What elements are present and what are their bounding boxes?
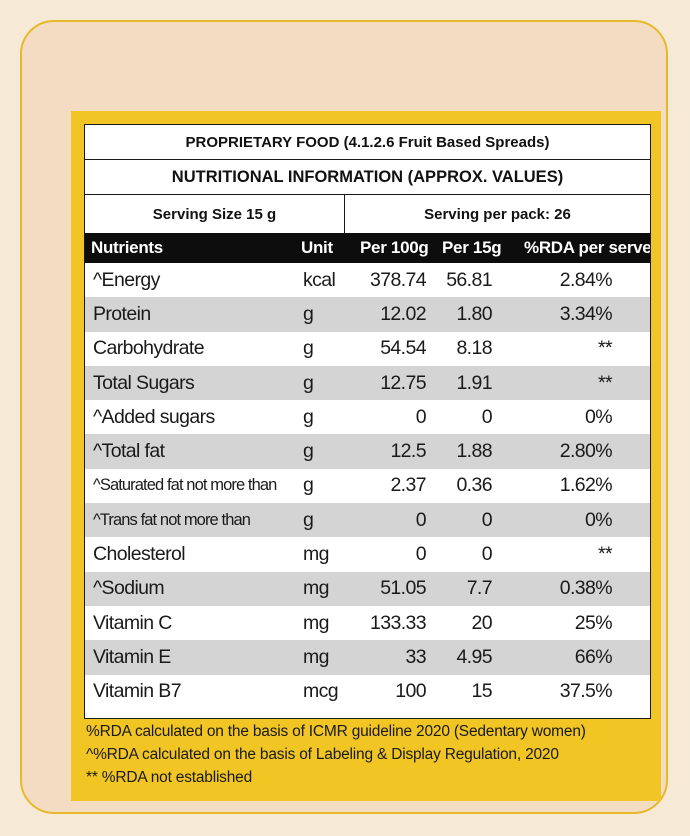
serving-size: Serving Size 15 g bbox=[85, 195, 345, 233]
nutrient-unit: g bbox=[303, 405, 314, 428]
per-100g-value: 12.02 bbox=[380, 302, 426, 325]
per-15g-value: 0 bbox=[481, 405, 493, 428]
per-15g-value: 56.81 bbox=[446, 268, 492, 291]
footnotes: %RDA calculated on the basis of ICMR gui… bbox=[86, 720, 656, 789]
nutrient-unit: g bbox=[303, 474, 314, 497]
per-100g-value: 100 bbox=[395, 680, 426, 703]
per-100g-value: 12.75 bbox=[380, 371, 426, 394]
card-frame: PROPRIETARY FOOD (4.1.2.6 Fruit Based Sp… bbox=[20, 20, 668, 814]
footnote-icmr: %RDA calculated on the basis of ICMR gui… bbox=[86, 723, 586, 740]
table-row: ^Trans fat not more than g 0 0 0% bbox=[85, 503, 650, 538]
per-15g-value: 0 bbox=[481, 508, 493, 531]
per-15g-value: 0.36 bbox=[456, 474, 492, 497]
nutrient-name: ^Sodium bbox=[93, 577, 165, 600]
nutrient-unit: g bbox=[303, 302, 314, 325]
per-15g-value: 4.95 bbox=[456, 645, 492, 668]
per-100g-value: 33 bbox=[405, 645, 427, 668]
nutrient-unit: g bbox=[303, 508, 314, 531]
nutrient-unit: g bbox=[303, 337, 314, 360]
table-row: Protein g 12.02 1.80 3.34% bbox=[85, 297, 650, 332]
nutrient-rows: ^Energy kcal 378.74 56.81 2.84% Protein g 12.0… bbox=[85, 263, 650, 709]
table-row: ^Sodium mg 51.05 7.7 0.38% bbox=[85, 571, 650, 606]
nutrient-name: Protein bbox=[93, 302, 151, 325]
rda-value: 1.62% bbox=[559, 474, 613, 497]
per-15g-value: 8.18 bbox=[456, 337, 492, 360]
per-100g-value: 2.37 bbox=[390, 474, 426, 497]
nutrient-name: Vitamin E bbox=[93, 645, 171, 668]
rda-value: 0% bbox=[585, 405, 613, 428]
nutrient-unit: mg bbox=[303, 645, 329, 668]
rda-value: 66% bbox=[574, 645, 613, 668]
table-row: Vitamin E mg 33 4.95 66% bbox=[85, 640, 650, 675]
table-row: Vitamin C mg 133.33 20 25% bbox=[85, 606, 650, 640]
nutrient-unit: mg bbox=[303, 543, 329, 566]
per-100g-value: 51.05 bbox=[380, 577, 426, 600]
nutrient-unit: mg bbox=[303, 611, 329, 634]
table-row: ^Added sugars g 0 0 0% bbox=[85, 400, 650, 434]
table-row: Vitamin B7 mcg 100 15 37.5% bbox=[85, 675, 650, 709]
per-15g-value: 1.88 bbox=[456, 440, 492, 463]
nutrient-name: Vitamin C bbox=[93, 611, 172, 634]
nutrient-unit: g bbox=[303, 371, 314, 394]
nutrient-name: Cholesterol bbox=[93, 543, 186, 566]
rda-value: 2.80% bbox=[559, 440, 613, 463]
per-15g-value: 0 bbox=[481, 543, 493, 566]
table-row: ^Saturated fat not more than g 2.37 0.36 1.6… bbox=[85, 469, 650, 503]
column-header-row: Nutrients Unit Per 100g Per 15g %RDA per… bbox=[85, 233, 650, 263]
col-per-100g: Per 100g bbox=[360, 238, 429, 257]
per-15g-value: 15 bbox=[471, 680, 493, 703]
nutrient-unit: mcg bbox=[303, 680, 339, 703]
rda-value: ** bbox=[598, 543, 613, 566]
table-row: Total Sugars g 12.75 1.91 ** bbox=[85, 365, 650, 401]
footnote-not-established: ** %RDA not established bbox=[86, 769, 252, 786]
nutrition-label: PROPRIETARY FOOD (4.1.2.6 Fruit Based Sp… bbox=[71, 111, 661, 801]
table-row: Cholesterol mg 0 0 ** bbox=[85, 537, 650, 571]
rda-value: ** bbox=[598, 371, 613, 394]
col-nutrients: Nutrients bbox=[91, 238, 163, 257]
per-100g-value: 0 bbox=[415, 543, 427, 566]
rda-value: 3.34% bbox=[559, 302, 613, 325]
table-row: Carbohydrate g 54.54 8.18 ** bbox=[85, 332, 650, 366]
nutrition-table: PROPRIETARY FOOD (4.1.2.6 Fruit Based Sp… bbox=[84, 124, 651, 719]
per-100g-value: 0 bbox=[415, 508, 427, 531]
label-title: PROPRIETARY FOOD (4.1.2.6 Fruit Based Sp… bbox=[85, 125, 650, 160]
nutrient-unit: g bbox=[303, 440, 314, 463]
col-per-15g: Per 15g bbox=[442, 238, 502, 257]
nutrient-name: ^Total fat bbox=[93, 440, 165, 463]
per-100g-value: 12.5 bbox=[390, 440, 426, 463]
nutrient-name: ^Saturated fat not more than bbox=[93, 476, 277, 495]
per-15g-value: 7.7 bbox=[466, 577, 493, 600]
serving-row: Serving Size 15 g Serving per pack: 26 bbox=[85, 195, 650, 233]
per-15g-value: 1.91 bbox=[456, 371, 492, 394]
col-unit: Unit bbox=[301, 238, 333, 257]
nutrient-name: ^Added sugars bbox=[93, 405, 215, 428]
per-15g-value: 20 bbox=[471, 611, 493, 634]
rda-value: 37.5% bbox=[559, 680, 613, 703]
label-subtitle: NUTRITIONAL INFORMATION (APPROX. VALUES) bbox=[85, 160, 650, 195]
nutrient-name: Carbohydrate bbox=[93, 337, 205, 360]
per-15g-value: 1.80 bbox=[456, 302, 492, 325]
rda-value: 0.38% bbox=[559, 577, 613, 600]
per-100g-value: 378.74 bbox=[369, 268, 427, 291]
table-row: ^Total fat g 12.5 1.88 2.80% bbox=[85, 434, 650, 469]
rda-value: 0% bbox=[585, 508, 613, 531]
nutrient-unit: mg bbox=[303, 577, 329, 600]
nutrient-unit: kcal bbox=[303, 268, 336, 291]
nutrient-name: Total Sugars bbox=[93, 371, 195, 394]
rda-value: 25% bbox=[574, 611, 613, 634]
nutrient-name: Vitamin B7 bbox=[93, 680, 182, 703]
col-rda: %RDA per serve bbox=[524, 238, 650, 257]
per-100g-value: 0 bbox=[415, 405, 427, 428]
serving-per-pack: Serving per pack: 26 bbox=[424, 205, 571, 223]
footnote-labeling: ^%RDA calculated on the basis of Labelin… bbox=[86, 746, 559, 763]
rda-value: ** bbox=[598, 337, 613, 360]
per-100g-value: 54.54 bbox=[380, 337, 426, 360]
nutrient-name: ^Trans fat not more than bbox=[93, 510, 251, 529]
per-100g-value: 133.33 bbox=[369, 611, 427, 634]
nutrient-name: ^Energy bbox=[93, 268, 160, 291]
rda-value: 2.84% bbox=[559, 268, 613, 291]
table-row: ^Energy kcal 378.74 56.81 2.84% bbox=[85, 263, 650, 297]
